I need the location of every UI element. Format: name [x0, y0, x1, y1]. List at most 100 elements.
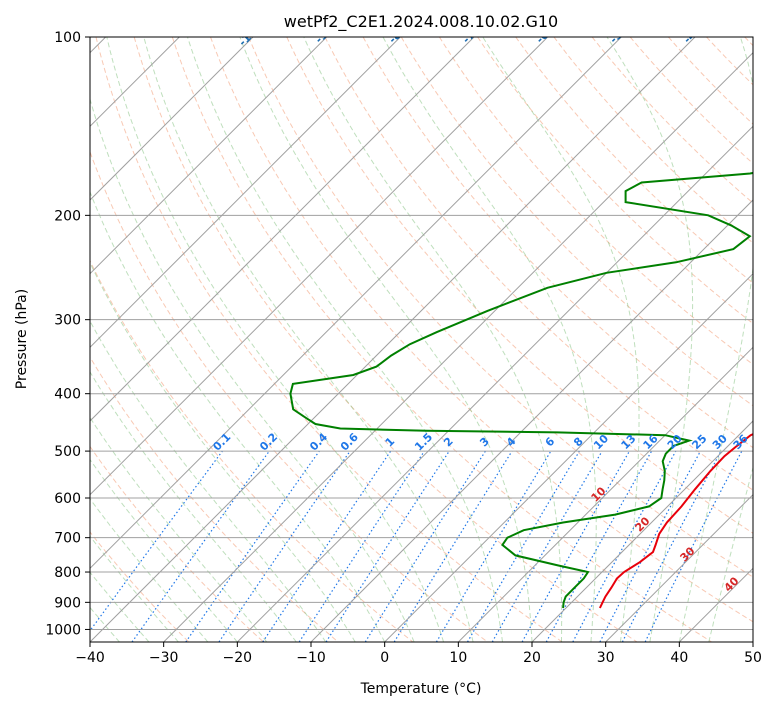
moist-adiabat	[239, 37, 533, 642]
y-tick-label: 300	[54, 313, 81, 329]
mixing-ratio-label: 0.4	[307, 430, 330, 453]
isotherm-label: -100	[236, 20, 265, 49]
isotherm-line	[90, 37, 696, 642]
axes: −40 −30 −20 −10 0 10 20 30 40 5010020030040050060…	[45, 30, 762, 666]
moist-adiabat	[303, 37, 563, 642]
moist-adiabat-label: 30	[678, 544, 698, 564]
x-tick-label: 20	[523, 650, 541, 666]
moist-adiabat	[90, 416, 268, 642]
x-tick-label: −30	[149, 650, 179, 666]
dry-adiabat	[90, 445, 264, 642]
moist-adiabat	[90, 261, 356, 642]
mixing-ratio-line	[572, 450, 677, 642]
plot-area	[90, 37, 753, 642]
dry-adiabat	[90, 259, 414, 642]
mixing-ratio-line	[325, 450, 450, 642]
mixing-ratio-label: 6	[543, 434, 558, 449]
mixing-ratio-line	[218, 450, 351, 642]
moist-adiabat	[708, 465, 753, 642]
temperature-line	[598, 433, 753, 609]
isotherm-label: -70	[460, 23, 483, 46]
y-tick-label: 600	[54, 491, 81, 507]
x-tick-label: −20	[223, 650, 253, 666]
mixing-ratio-line	[466, 450, 580, 642]
isotherm-label: -80	[386, 23, 409, 46]
moist-adiabat-label: 20	[633, 514, 653, 534]
moist-adiabat-label: 10	[589, 484, 609, 504]
dry-adiabat	[90, 356, 339, 642]
moist-adiabat	[482, 37, 640, 642]
moist-adiabat	[90, 497, 209, 642]
mixing-ratio-label: 1	[383, 435, 398, 450]
y-tick-label: 700	[54, 531, 81, 547]
dry-adiabat	[90, 150, 488, 642]
mixing-ratio-label: 10	[591, 432, 611, 452]
dry-adiabat	[248, 37, 753, 578]
dry-adiabat	[515, 37, 753, 284]
mixing-ratio-label: 0.2	[257, 431, 280, 454]
isotherm-line	[236, 125, 753, 642]
isotherm-line	[90, 37, 181, 128]
dry-adiabat	[171, 37, 712, 642]
chart-title: wetPf2_C2E1.2024.008.10.02.G10	[284, 12, 558, 32]
x-tick-label: −10	[296, 650, 326, 666]
dry-adiabat	[210, 37, 753, 623]
y-tick-label: 800	[54, 565, 81, 581]
moist-adiabat	[106, 37, 445, 642]
isotherm-line	[457, 346, 753, 642]
dry-adiabat	[324, 37, 753, 491]
dry-adiabat	[438, 37, 753, 366]
mixing-ratio-line	[131, 450, 270, 642]
mixing-ratio-label: 1.5	[412, 431, 435, 454]
isotherm-label: -50	[607, 23, 630, 46]
y-tick-label: 400	[54, 387, 81, 403]
dry-adiabat	[400, 37, 753, 407]
x-tick-label: 40	[670, 650, 688, 666]
mixing-ratio-line	[521, 450, 631, 642]
mixing-ratio-line	[298, 450, 425, 642]
y-tick-label: 100	[54, 30, 81, 46]
mixing-ratio-label: 0.1	[210, 431, 233, 454]
mixing-ratio-label: 8	[571, 435, 586, 450]
x-tick-label: 30	[597, 650, 615, 666]
isotherm-line	[604, 493, 753, 642]
y-tick-label: 500	[54, 444, 81, 460]
moist-adiabat	[382, 37, 597, 642]
mixing-ratio-line	[185, 450, 320, 642]
moist-adiabat	[187, 37, 503, 642]
isotherm-label: -30	[755, 23, 775, 46]
dry-adiabat	[133, 37, 638, 642]
isotherm-line	[162, 51, 753, 642]
mixing-ratio-label: 30	[710, 432, 730, 452]
moist-adiabat	[143, 37, 474, 642]
isotherm-line	[752, 641, 753, 642]
moist-adiabat	[606, 37, 694, 642]
x-axis-label: Temperature (°C)	[360, 681, 482, 697]
moist-adiabat	[90, 190, 386, 642]
isotherm-line	[90, 37, 549, 496]
mixing-ratio-line	[545, 450, 653, 642]
dry-adiabat	[629, 37, 753, 165]
background-lines	[90, 37, 753, 642]
moist-adiabat	[90, 458, 238, 642]
isotherm-line	[90, 37, 623, 570]
mixing-ratio-label: 25	[689, 432, 709, 452]
plot-frame	[89, 36, 754, 643]
moist-adiabat	[90, 320, 327, 642]
isotherm-line	[531, 420, 753, 642]
isotherm-line	[383, 272, 753, 642]
dry-adiabat	[706, 37, 753, 86]
x-tick-label: 10	[449, 650, 467, 666]
mixing-ratio-line	[393, 450, 513, 642]
moist-adiabat	[678, 37, 753, 642]
mixing-ratio-label: 2	[441, 435, 456, 450]
y-tick-label: 900	[54, 595, 81, 611]
dry-adiabat	[744, 37, 753, 47]
mixing-ratio-line	[262, 450, 392, 642]
dry-adiabat	[95, 37, 563, 642]
y-tick-label: 1000	[45, 622, 81, 638]
isotherm-line	[90, 37, 475, 422]
isotherm-label: -40	[681, 23, 704, 46]
dry-adiabat	[286, 37, 753, 534]
